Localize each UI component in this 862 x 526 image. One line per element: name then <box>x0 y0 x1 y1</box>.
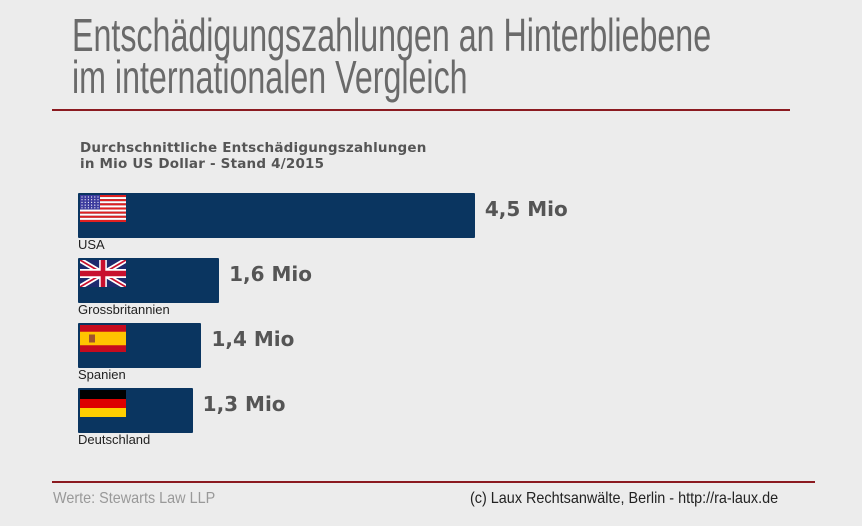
uk-flag-icon <box>78 257 128 290</box>
us-flag-icon <box>80 195 126 222</box>
data-label: 1,4 Mio <box>211 327 295 351</box>
top-divider <box>52 109 790 111</box>
chart-subtitle: Durchschnittliche Entschädigungszahlunge… <box>80 140 427 172</box>
copyright-note: (c) Laux Rechtsanwälte, Berlin - http://… <box>470 490 779 507</box>
bar-usa <box>78 193 475 238</box>
data-label: 4,5 Mio <box>484 197 568 221</box>
category-label: Spanien <box>78 367 126 382</box>
title-line-2: im internationalen Vergleich <box>72 51 468 103</box>
category-label: USA <box>78 237 105 252</box>
category-label: Grossbritannien <box>78 302 170 317</box>
source-note: Werte: Stewarts Law LLP <box>53 490 216 507</box>
spain-flag-icon <box>80 325 126 352</box>
bottom-divider <box>52 481 815 483</box>
subtitle-line-1: Durchschnittliche Entschädigungszahlunge… <box>80 140 427 156</box>
subtitle-line-2: in Mio US Dollar - Stand 4/2015 <box>80 156 325 172</box>
germany-flag-icon <box>80 390 126 417</box>
data-label: 1,6 Mio <box>229 262 312 286</box>
data-label: 1,3 Mio <box>202 392 286 416</box>
title-line-1: Entschädigungszahlungen an Hinterblieben… <box>72 9 712 61</box>
category-label: Deutschland <box>78 432 151 447</box>
